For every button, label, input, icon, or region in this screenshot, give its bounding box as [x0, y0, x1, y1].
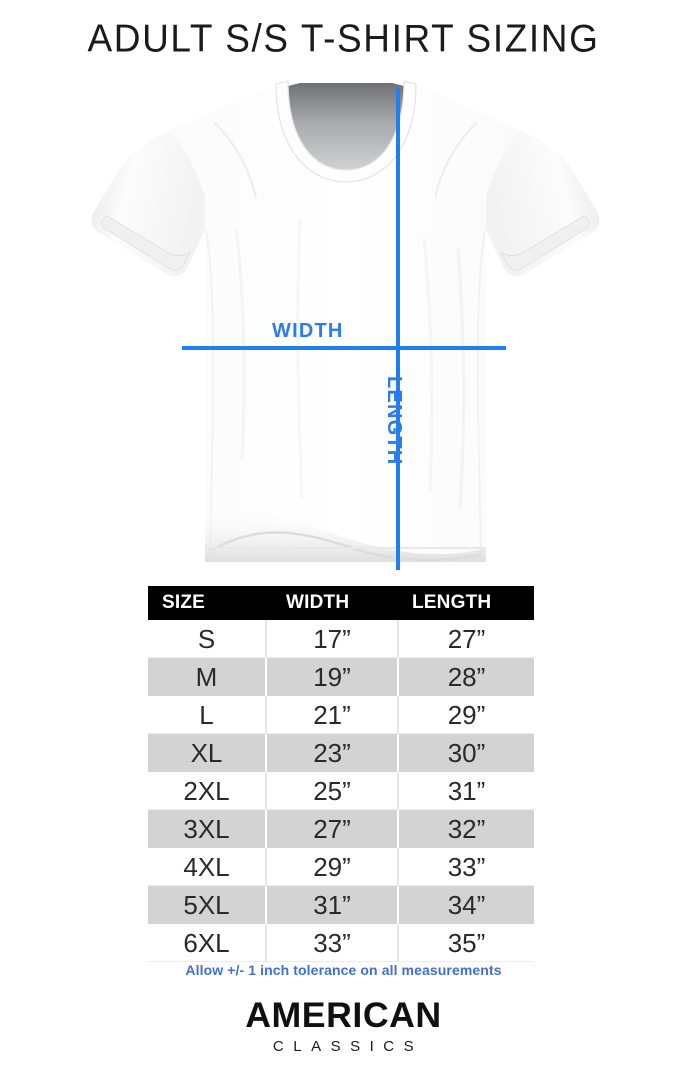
cell-size: 5XL — [148, 885, 267, 924]
cell-width: 25” — [266, 771, 399, 810]
cell-length: 33” — [398, 847, 534, 886]
cell-width: 21” — [266, 695, 399, 734]
tshirt-graphic — [91, 80, 600, 562]
column-header-size: SIZE — [148, 586, 266, 620]
cell-width: 17” — [266, 620, 399, 658]
table-header: SIZE WIDTH LENGTH — [148, 586, 534, 620]
column-header-length: LENGTH — [398, 586, 534, 620]
cell-size: M — [148, 657, 267, 696]
cell-size: S — [148, 620, 267, 658]
cell-length: 34” — [398, 885, 534, 924]
cell-width: 27” — [266, 809, 399, 848]
cell-width: 23” — [266, 733, 399, 772]
cell-length: 35” — [398, 923, 534, 962]
cell-length: 29” — [398, 695, 534, 734]
brand-logo: AMERICAN CLASSICS — [0, 998, 687, 1055]
page-title: ADULT S/S T-SHIRT SIZING — [87, 17, 600, 60]
cell-length: 27” — [398, 620, 534, 658]
table-row: S 17” 27” — [148, 620, 534, 658]
table-row: 3XL 27” 32” — [148, 809, 534, 848]
cell-size: 4XL — [148, 847, 267, 886]
cell-width: 31” — [266, 885, 399, 924]
table-row: XL 23” 30” — [148, 733, 534, 772]
cell-length: 32” — [398, 809, 534, 848]
table-row: L 21” 29” — [148, 695, 534, 734]
cell-width: 29” — [266, 847, 399, 886]
table-row: 2XL 25” 31” — [148, 771, 534, 810]
table-row: 4XL 29” 33” — [148, 847, 534, 886]
cell-size: XL — [148, 733, 267, 772]
cell-size: 3XL — [148, 809, 267, 848]
cell-width: 33” — [266, 923, 399, 962]
brand-secondary-text: CLASSICS — [272, 1037, 424, 1055]
cell-size: 6XL — [148, 923, 267, 962]
table-row: M 19” 28” — [148, 657, 534, 696]
cell-size: L — [148, 695, 267, 734]
tolerance-disclaimer: Allow +/- 1 inch tolerance on all measur… — [185, 962, 502, 978]
cell-length: 30” — [398, 733, 534, 772]
cell-width: 19” — [266, 657, 399, 696]
size-chart-table: SIZE WIDTH LENGTH S 17” 27” M 19” 28” L … — [148, 586, 534, 962]
brand-primary-text: AMERICAN — [245, 996, 442, 1035]
cell-length: 28” — [398, 657, 534, 696]
tshirt-illustration: WIDTH LENGTH — [0, 78, 687, 578]
table-row: 6XL 33” 35” — [148, 923, 534, 962]
table-body: S 17” 27” M 19” 28” L 21” 29” XL 23” 30”… — [148, 620, 534, 962]
cell-length: 31” — [398, 771, 534, 810]
column-header-width: WIDTH — [266, 586, 398, 620]
table-row: 5XL 31” 34” — [148, 885, 534, 924]
table-header-row: SIZE WIDTH LENGTH — [148, 586, 534, 620]
cell-size: 2XL — [148, 771, 267, 810]
